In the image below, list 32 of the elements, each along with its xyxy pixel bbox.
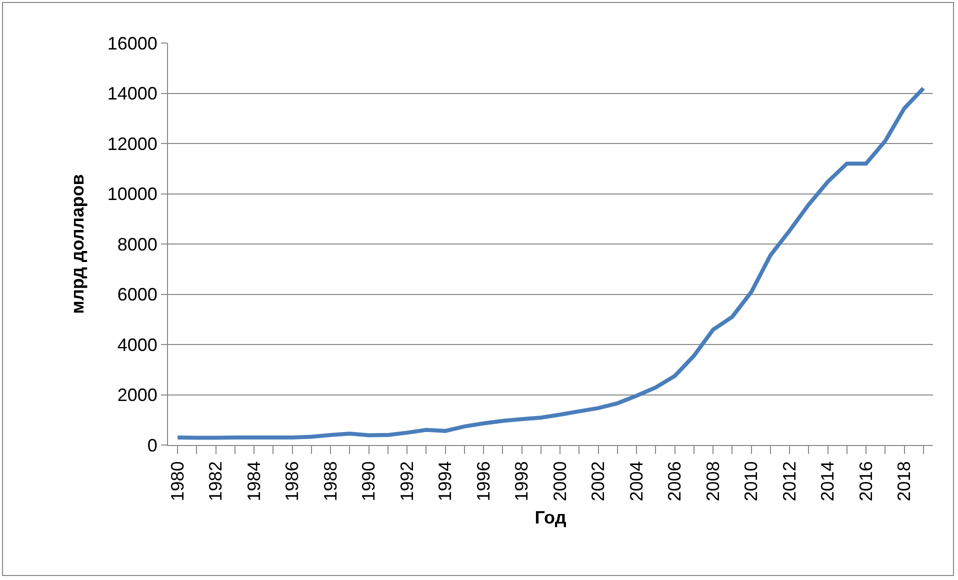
y-axis-title: млрд долларов [68,174,88,314]
x-tick-label: 1986 [282,461,302,502]
x-tick-label: 1982 [206,461,226,502]
y-tick-label: 14000 [107,84,158,104]
y-tick-label: 10000 [107,184,158,204]
x-tick-label: 2010 [741,461,762,502]
x-tick-label: 1988 [320,461,340,502]
x-tick-label: 2008 [702,461,723,502]
x-tick-label: 2004 [626,461,646,502]
x-tick-label: 1990 [358,461,379,502]
line-series [176,86,926,440]
x-tick-label: 1996 [473,461,494,502]
y-tick-label: 12000 [107,134,158,154]
x-tick-label: 1980 [167,461,188,502]
y-tick-label: 2000 [117,385,158,406]
x-tick-label: 2012 [779,461,800,502]
x-axis-title: Год [534,507,567,528]
x-tick-label: 1998 [512,461,532,502]
x-tick-label: 2006 [664,461,685,502]
x-tick-label: 1994 [435,461,456,502]
y-tick-label: 4000 [117,334,158,355]
x-tick-label: 2016 [856,461,876,502]
x-tick-label: 1992 [396,461,417,502]
x-tick-label: 2000 [550,461,570,502]
x-tick-label: 2018 [894,461,914,502]
y-tick-label: 6000 [117,284,158,305]
y-tick-label: 0 [147,435,158,456]
x-tick-label: 2014 [818,461,838,502]
y-tick-label: 8000 [117,234,158,254]
x-tick-label: 2002 [588,461,608,502]
y-tick-label: 16000 [107,33,158,54]
x-tick-label: 1984 [244,461,264,502]
